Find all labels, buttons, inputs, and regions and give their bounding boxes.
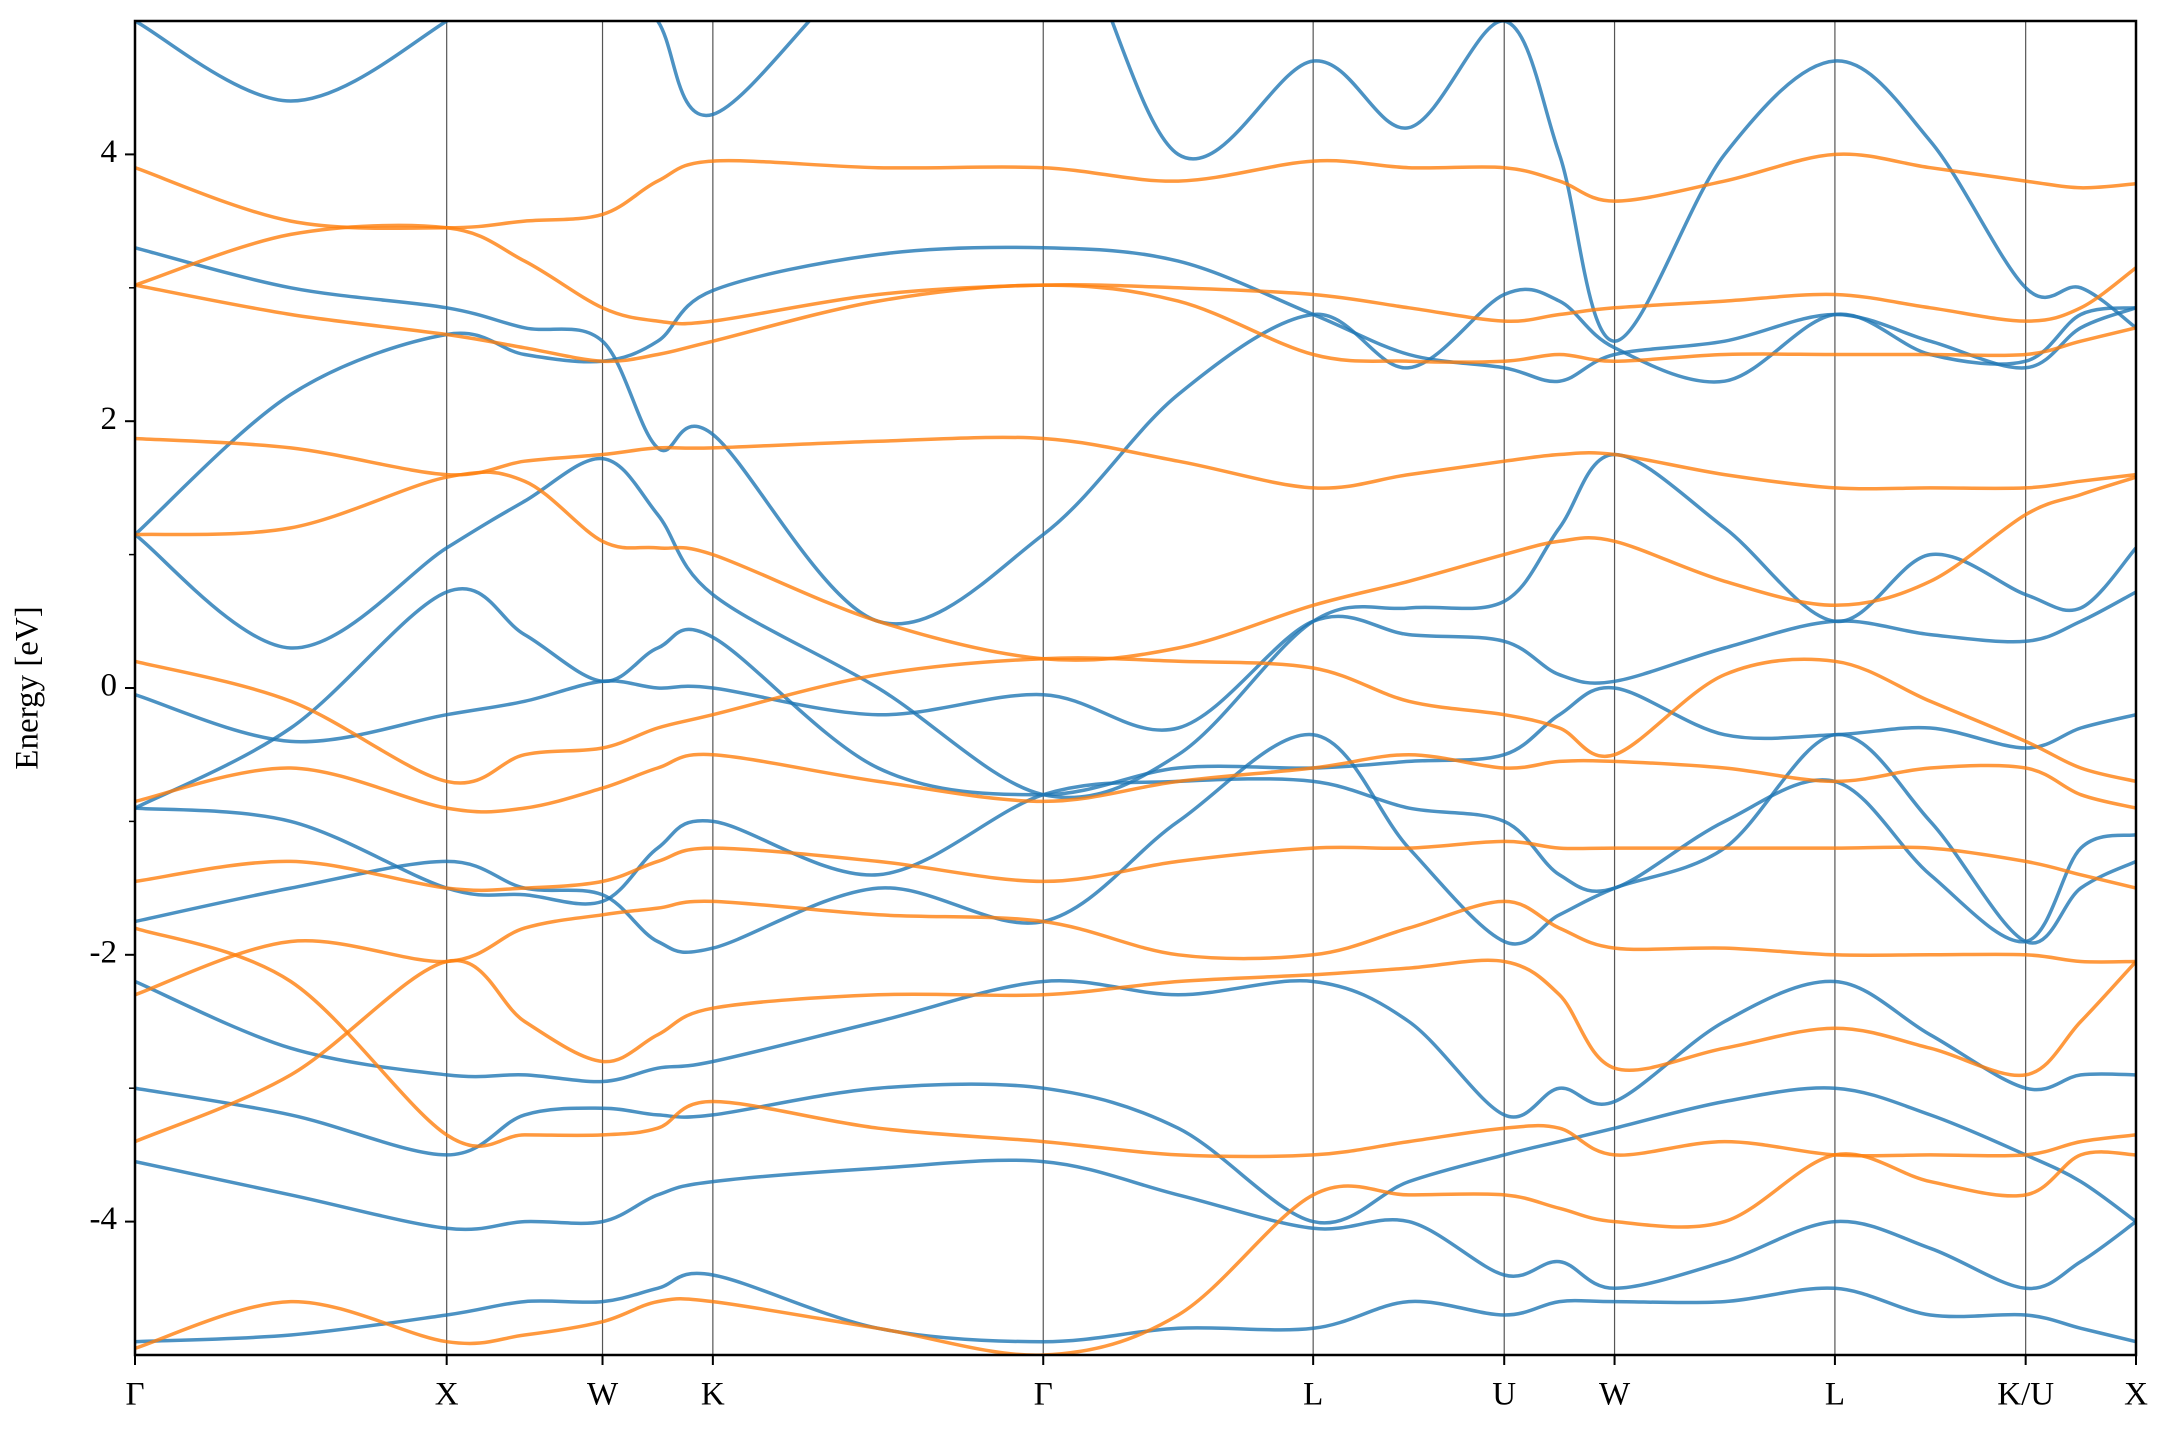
x-tick-label: X xyxy=(435,1377,459,1413)
band-line xyxy=(135,435,2136,491)
band-line xyxy=(135,979,2136,1119)
band-line xyxy=(135,1158,2136,1291)
band-line xyxy=(135,1150,2136,1355)
band-line xyxy=(135,245,2136,536)
y-axis-label: Energy [eV] xyxy=(10,606,46,769)
band-line xyxy=(135,656,2136,785)
band-line xyxy=(135,732,2136,955)
y-tick-label: 0 xyxy=(101,668,118,704)
x-tick-label: K xyxy=(701,1377,725,1413)
y-tick-label: 2 xyxy=(101,401,118,437)
x-tick-label: W xyxy=(1599,1377,1631,1413)
band-line xyxy=(135,958,2136,1144)
band-line xyxy=(135,223,2136,326)
band-line xyxy=(135,452,2136,800)
band-line xyxy=(135,839,2136,893)
band-line xyxy=(135,470,2136,662)
x-tick-label: L xyxy=(1303,1377,1323,1413)
band-line xyxy=(135,21,2136,343)
y-tick-label: -4 xyxy=(90,1201,118,1237)
band-line xyxy=(135,246,2136,626)
x-tick-label: W xyxy=(587,1377,619,1413)
y-tick-label: 4 xyxy=(101,134,118,170)
band-line xyxy=(135,152,2136,231)
band-line xyxy=(135,1082,2136,1225)
band-line xyxy=(135,1271,2136,1344)
x-tick-label: U xyxy=(1492,1377,1516,1413)
band-line xyxy=(135,283,2136,364)
x-tick-label: Γ xyxy=(125,1377,144,1413)
band-line xyxy=(135,752,2136,814)
bands xyxy=(135,21,2136,1355)
x-tick-label: L xyxy=(1825,1377,1845,1413)
band-line xyxy=(135,899,2136,997)
band-line xyxy=(135,777,2136,944)
x-tick-label: K/U xyxy=(1997,1377,2054,1413)
x-tick-label: X xyxy=(2124,1377,2148,1413)
band-line xyxy=(135,590,2136,744)
x-tick-label: Γ xyxy=(1034,1377,1053,1413)
y-tick-label: -2 xyxy=(90,934,118,970)
plot-frame xyxy=(133,19,2138,1357)
